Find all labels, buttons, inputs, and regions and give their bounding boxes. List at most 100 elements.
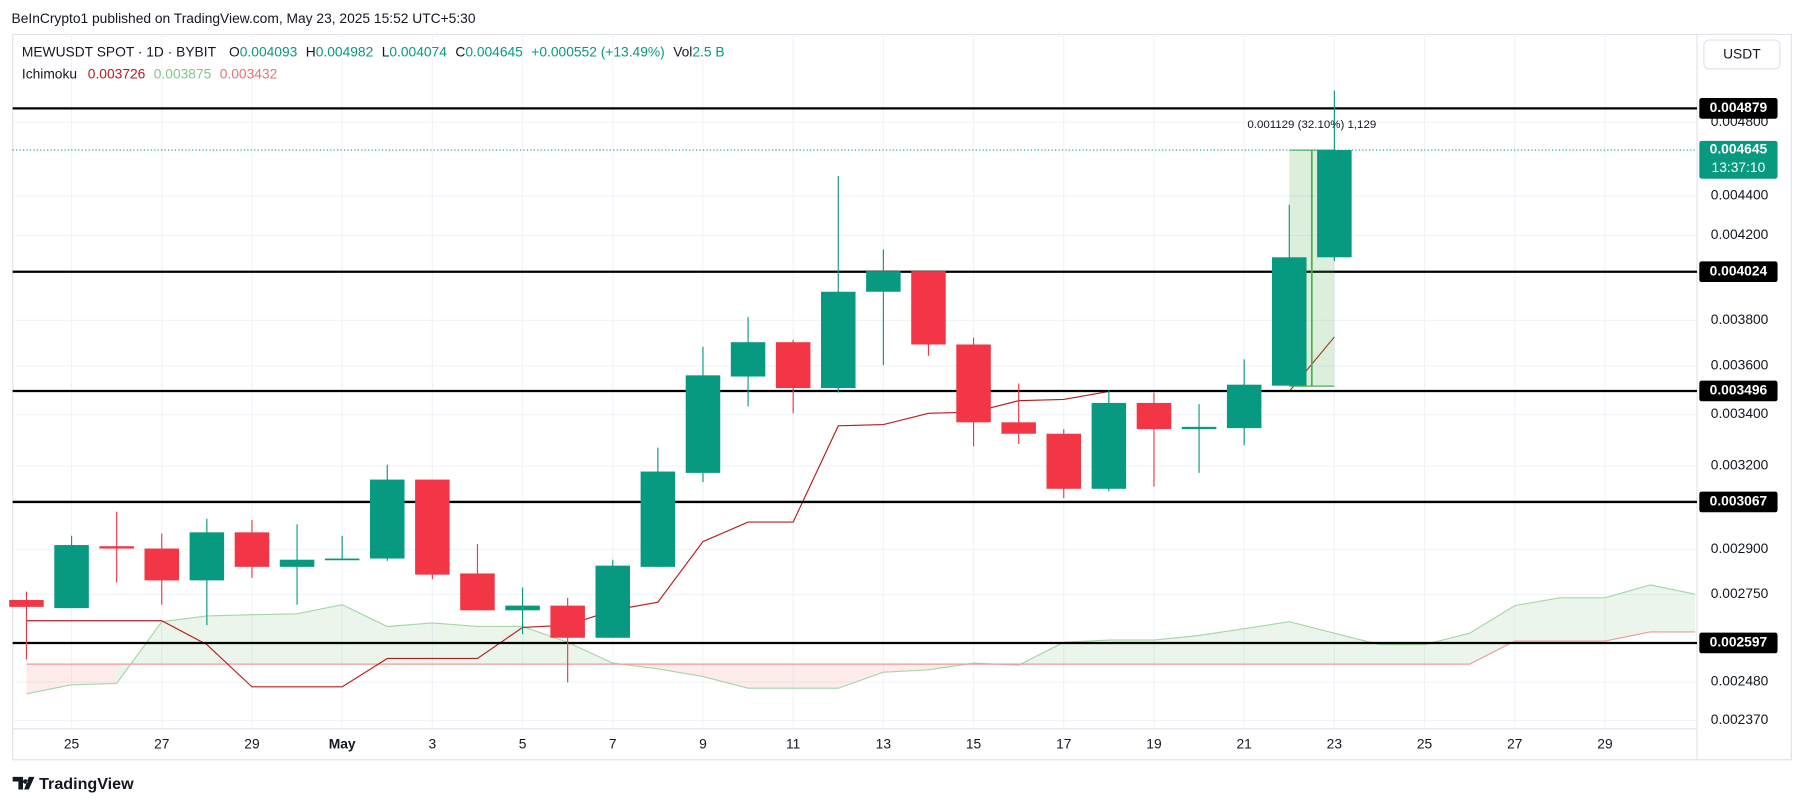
candle-body: [866, 271, 901, 292]
x-tick-label: 7: [609, 736, 617, 751]
symbol: MEWUSDT SPOT · 1D · BYBIT: [22, 44, 217, 59]
cloud-fill: [702, 664, 749, 689]
y-tick-label: 0.002900: [1711, 541, 1769, 556]
indicator: Ichimoku: [22, 66, 77, 81]
level-label: 0.004024: [1710, 263, 1768, 278]
low-value: 0.004074: [389, 44, 447, 59]
candle-body: [730, 342, 766, 377]
countdown: 13:37:10: [1712, 160, 1766, 175]
x-tick-label: 3: [429, 736, 437, 751]
cloud-fill: [1334, 633, 1380, 665]
brand-logo: [12, 776, 35, 790]
close-value: 0.004645: [465, 44, 523, 59]
candle-body: [9, 600, 44, 607]
cloud-fill: [748, 664, 794, 689]
candle-body: [505, 605, 540, 611]
level-label: 0.003496: [1710, 383, 1768, 398]
last-price-tag: [1699, 140, 1778, 179]
x-tick-label: 25: [64, 736, 80, 751]
candle-body: [324, 558, 360, 561]
candle-body: [1091, 402, 1127, 489]
cloud-fill: [1559, 597, 1605, 642]
x-tick-label: 27: [1507, 736, 1522, 751]
candle-body: [640, 471, 676, 567]
candle-body: [911, 271, 946, 345]
open-label: O: [229, 44, 240, 59]
cloud-fill: [71, 664, 117, 685]
level-label: 0.002597: [1710, 635, 1768, 650]
cloud-fill: [477, 626, 523, 665]
lead-a-value: 0.003875: [154, 66, 212, 81]
ichimoku-lead-b: [26, 631, 1696, 665]
candle-body: [144, 548, 180, 581]
publisher: BeInCrypto1 published on TradingView.com…: [12, 11, 476, 26]
candle-body: [775, 342, 811, 389]
lead-b-value: 0.003432: [220, 66, 278, 81]
plot: [9, 90, 1698, 695]
cloud-fill: [206, 614, 252, 665]
volume-label: Vol: [673, 44, 692, 59]
close-label: C: [455, 44, 465, 59]
y-tick-label: 0.002750: [1711, 586, 1769, 601]
candle-body: [279, 559, 315, 567]
high-value: 0.004982: [316, 44, 374, 59]
cloud-fill: [1379, 644, 1425, 665]
x-tick-label: 19: [1146, 736, 1161, 751]
x-tick-label: 23: [1327, 736, 1343, 751]
cloud-fill: [1424, 633, 1470, 665]
y-tick-label: 0.003200: [1711, 458, 1769, 473]
cloud-fill: [1199, 628, 1245, 665]
y-tick-label: 0.004400: [1711, 188, 1769, 203]
currency-button[interactable]: [1703, 39, 1781, 70]
candle-body: [1272, 257, 1307, 386]
x-tick-label: 5: [519, 736, 527, 751]
y-tick-label: 0.002370: [1711, 712, 1769, 727]
y-tick-label: 0.004200: [1711, 227, 1769, 242]
candle-body: [99, 546, 134, 549]
candle-body: [550, 605, 585, 638]
x-tick-label: 29: [1597, 736, 1612, 751]
x-tick-label: 21: [1236, 736, 1251, 751]
level-tag: [1699, 380, 1778, 402]
last-price-label: 0.004645: [1710, 142, 1768, 157]
level-tag: [1699, 491, 1778, 513]
candle-body: [1181, 426, 1217, 430]
candle-body: [370, 479, 405, 559]
candle-body: [234, 532, 270, 567]
cloud-fill: [342, 604, 388, 665]
cloud-fill: [1650, 584, 1696, 632]
x-tick-label: 15: [966, 736, 982, 751]
low-label: L: [382, 44, 390, 59]
cloud-fill: [1063, 640, 1109, 665]
currency[interactable]: USDT: [1723, 47, 1761, 62]
candle-body: [1046, 433, 1082, 489]
high-label: H: [306, 44, 316, 59]
x-tick-label: 13: [876, 736, 892, 751]
measure-label: 0.001129 (32.10%) 1,129: [1247, 119, 1376, 131]
candle-body: [415, 479, 450, 575]
candle-body: [1317, 150, 1352, 258]
ichimoku-lead-a: [26, 584, 1696, 695]
cloud-fill: [251, 613, 298, 665]
x-tick-label: 29: [244, 736, 259, 751]
level-label: 0.004879: [1710, 100, 1768, 115]
cloud-fill: [1604, 584, 1651, 642]
level-tag: [1699, 261, 1778, 283]
y-tick-label: 0.002480: [1711, 674, 1769, 689]
candle-body: [1136, 402, 1172, 430]
level-tag: [1699, 98, 1778, 119]
candle-body: [1001, 422, 1036, 434]
x-tick-label: 25: [1417, 736, 1433, 751]
open-value: 0.004093: [240, 44, 298, 59]
legend-indicator: Ichimoku 0.003726 0.003875 0.003432: [22, 66, 277, 81]
cloud-fill: [522, 626, 568, 665]
candle-body: [1226, 384, 1262, 429]
cloud-fill: [1108, 640, 1154, 665]
x-tick-label: 9: [699, 736, 707, 751]
x-tick-label: 11: [786, 736, 800, 751]
cloud-fill: [657, 664, 703, 677]
candle-body: [595, 565, 631, 638]
x-tick-label: May: [329, 736, 356, 751]
level-label: 0.003067: [1710, 494, 1768, 509]
